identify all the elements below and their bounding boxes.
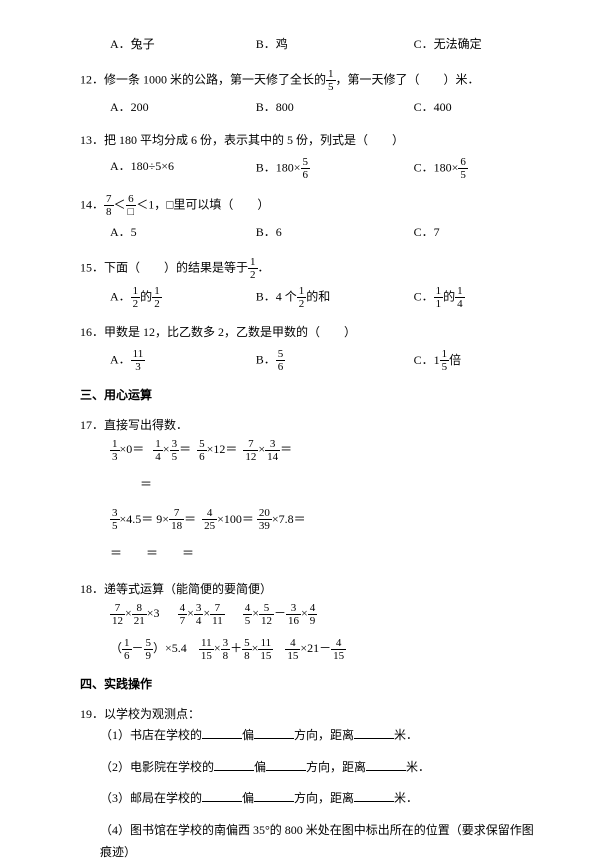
q13: 13．把 180 平均分成 6 份，表示其中的 5 份，列式是（ ） A．180… xyxy=(80,130,535,181)
q15-opt-a: A．12的12 xyxy=(110,285,256,310)
q15-stem-pre: 15．下面（ ）的结果是等于 xyxy=(80,260,248,274)
q15-opt-c: C．11的14 xyxy=(414,285,535,310)
q18-stem: 18．递等式运算（能简便的要简便） xyxy=(80,579,535,601)
q12-opt-a: A．200 xyxy=(110,97,256,119)
q11-opt-b: B．鸡 xyxy=(256,34,414,56)
q13-stem: 13．把 180 平均分成 6 份，表示其中的 5 份，列式是（ ） xyxy=(80,130,535,152)
q14-opt-b: B．6 xyxy=(256,222,414,244)
q12-opt-c: C．400 xyxy=(414,97,535,119)
q16: 16．甲数是 12，比乙数多 2，乙数是甲数的（ ） A．113 B．56 C．… xyxy=(80,322,535,373)
q15-opt-b: B．4 个12的和 xyxy=(256,285,414,310)
q19-s2: （2）电影院在学校的偏方向，距离米． xyxy=(100,757,535,779)
q13-opt-c: C．180×65 xyxy=(414,156,535,181)
q14-opt-a: A．5 xyxy=(110,222,256,244)
q15: 15．下面（ ）的结果是等于12． A．12的12 B．4 个12的和 C．11… xyxy=(80,256,535,310)
q19-s1: （1）书店在学校的偏方向，距离米． xyxy=(100,725,535,747)
q12-frac: 15 xyxy=(326,68,336,93)
q17-row2: 35×4.5＝ 9×718＝ 425×100＝ 2039×7.8＝ xyxy=(110,506,535,533)
q14-opt-c: C．7 xyxy=(414,222,535,244)
blank xyxy=(202,725,242,739)
q18-row2: （16－59）×5.4 1115×38＋58×1115 415×21－415 xyxy=(110,635,535,662)
q18: 18．递等式运算（能简便的要简便） 712×821×3 47×34×711 45… xyxy=(80,579,535,662)
q19: 19．以学校为观测点： （1）书店在学校的偏方向，距离米． （2）电影院在学校的… xyxy=(80,704,535,863)
q12: 12．修一条 1000 米的公路，第一天修了全长的15，第一天修了（ ）米． A… xyxy=(80,68,535,119)
q11-opt-c: C．无法确定 xyxy=(414,34,535,56)
section-4-heading: 四、实践操作 xyxy=(80,674,535,696)
q11-opt-a: A．兔子 xyxy=(110,34,256,56)
q14-f1: 78 xyxy=(104,193,114,218)
q16-opt-c: C．115倍 xyxy=(414,348,535,373)
q16-opt-a: A．113 xyxy=(110,348,256,373)
q12-stem-post: ，第一天修了（ ）米． xyxy=(336,72,480,86)
q14: 14．78＜6□＜1，□里可以填（ ） A．5 B．6 C．7 xyxy=(80,193,535,244)
q19-stem: 19．以学校为观测点： xyxy=(80,704,535,726)
q15-frac: 12 xyxy=(248,256,258,281)
q14-pre: 14． xyxy=(80,198,104,212)
q16-opt-b: B．56 xyxy=(256,348,414,373)
q19-s3: （3）邮局在学校的偏方向，距离米． xyxy=(100,788,535,810)
q14-f2: 6□ xyxy=(126,193,137,218)
q12-opt-b: B．800 xyxy=(256,97,414,119)
q17: 17．直接写出得数． 13×0＝ 14×35＝ 56×12＝ 712×314＝ … xyxy=(80,415,535,567)
q17-row1: 13×0＝ 14×35＝ 56×12＝ 712×314＝ xyxy=(110,436,535,463)
q13-opt-a: A．180÷5×6 xyxy=(110,156,256,181)
section-3-heading: 三、用心运算 xyxy=(80,385,535,407)
q13-opt-b: B．180×56 xyxy=(256,156,414,181)
q11-options: A．兔子 B．鸡 C．无法确定 xyxy=(80,34,535,56)
q18-row1: 712×821×3 47×34×711 45×512－316×49 xyxy=(110,600,535,627)
q12-stem-pre: 12．修一条 1000 米的公路，第一天修了全长的 xyxy=(80,72,326,86)
q17-stem: 17．直接写出得数． xyxy=(80,415,535,437)
q16-stem: 16．甲数是 12，比乙数多 2，乙数是甲数的（ ） xyxy=(80,322,535,344)
